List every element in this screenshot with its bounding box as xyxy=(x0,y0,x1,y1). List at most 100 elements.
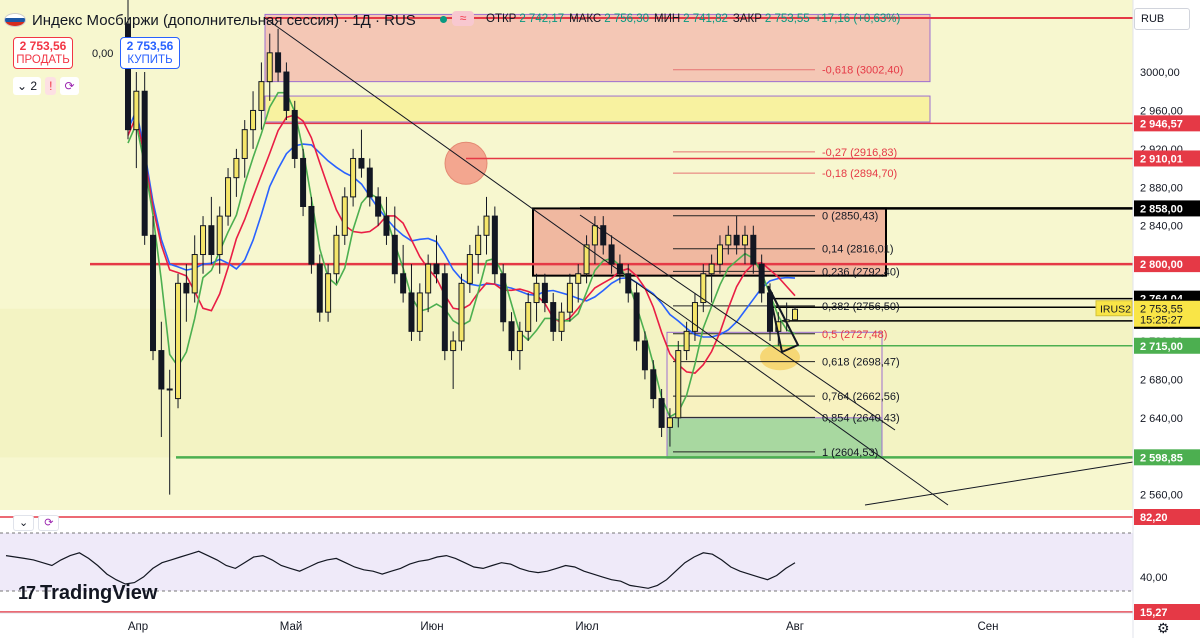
candle-body xyxy=(241,129,248,159)
candle-body xyxy=(141,90,148,236)
candle-body xyxy=(458,282,465,342)
fib-layer: -0,618 (3002,40) -0,27 (2916,83) -0,18 (28… xyxy=(673,65,903,459)
russia-flag-icon xyxy=(4,13,26,27)
sell-price: 2 753,56 xyxy=(19,39,67,53)
candle-body xyxy=(625,273,632,294)
candle-body xyxy=(366,167,373,198)
candle-body xyxy=(275,52,282,73)
high-value: 2 756,30 xyxy=(604,13,649,25)
price-badge xyxy=(1134,337,1200,354)
fib-level-label: -0,618 (3002,40) xyxy=(822,65,903,77)
price-axis[interactable]: 3000,002 960,002 920,002 880,002 840,002… xyxy=(1095,0,1200,638)
highlight-ellipse xyxy=(760,344,800,371)
candle-body xyxy=(375,196,382,217)
candle-body xyxy=(391,234,398,275)
spread-value: 0,00 xyxy=(92,48,114,60)
sync-icon[interactable]: ⟳ xyxy=(60,77,79,95)
sell-label: ПРОДАТЬ xyxy=(16,54,70,66)
candle-body xyxy=(683,330,690,352)
candle-body xyxy=(691,302,698,332)
candle-body xyxy=(591,225,598,246)
collapse-icon[interactable]: ⌄ 2 xyxy=(13,77,42,95)
price-badge-label: 2 715,00 xyxy=(1140,341,1183,353)
candle-body xyxy=(350,157,357,198)
candle-body xyxy=(258,81,265,111)
candle-body xyxy=(266,52,273,83)
alert-icon[interactable]: ! xyxy=(45,77,57,95)
rsi-sync-icon[interactable]: ⟳ xyxy=(38,515,60,531)
gear-icon[interactable]: ⚙ xyxy=(1157,620,1170,636)
candle-body xyxy=(491,215,498,275)
fib-level-label: 0,5 (2727,48) xyxy=(822,329,887,341)
low-label: МИН xyxy=(654,13,681,25)
time-tick-label: Апр xyxy=(128,621,148,633)
candle-body xyxy=(250,109,257,131)
time-tick-label: Сен xyxy=(977,621,998,633)
change-value: +17,16 (+0,63%) xyxy=(814,13,901,25)
symbol-tag xyxy=(1095,300,1133,317)
price-badge xyxy=(1134,115,1200,132)
candle-body xyxy=(475,234,482,256)
candle-body xyxy=(150,234,157,352)
candle-body xyxy=(533,282,540,304)
candle-body xyxy=(566,282,573,313)
candle-body xyxy=(733,234,740,246)
candle-body xyxy=(408,292,415,332)
candle-body xyxy=(750,234,757,265)
candle-body xyxy=(791,308,799,321)
candle-body xyxy=(433,263,440,275)
candle-body xyxy=(700,273,707,304)
candle-body xyxy=(450,340,457,352)
chart-title[interactable]: Индекс Мосбиржи (дополнительная сессия) … xyxy=(32,11,416,29)
fib-level-label: -0,18 (2894,70) xyxy=(822,168,897,180)
tradingview-mark-icon: 17 xyxy=(18,583,36,603)
fib-level-label: 0,764 (2662,56) xyxy=(822,391,900,403)
buy-button[interactable]: 2 753,56 КУПИТЬ xyxy=(120,37,180,69)
candle-body xyxy=(516,330,523,352)
candle-body xyxy=(725,234,732,246)
candle-body xyxy=(208,225,215,256)
candle-body xyxy=(466,254,473,284)
candle-body xyxy=(216,215,223,256)
candle-body xyxy=(541,282,548,304)
candle-body xyxy=(575,273,582,284)
candle-body xyxy=(300,157,307,207)
candle-body xyxy=(400,273,407,294)
price-tick-label: 2 840,00 xyxy=(1140,221,1183,233)
ohlc-readout: ОТКР 2 742,17 МАКС 2 756,30 МИН 2 741,82 ЗА… xyxy=(486,13,902,25)
time-axis[interactable]: Апр Май Июн Июл Авг Сен xyxy=(0,612,1133,633)
rsi-tick-label: 40,00 xyxy=(1140,572,1168,584)
candle-body xyxy=(666,417,673,428)
candle-body xyxy=(333,234,340,275)
candle-body xyxy=(175,282,182,400)
fib-level-label: 0 (2850,43) xyxy=(822,211,878,223)
rsi-badge-label: 15,27 xyxy=(1140,607,1168,619)
last-price-label: 2 753,55 xyxy=(1140,304,1183,316)
extended-session-icon[interactable]: ≈ xyxy=(452,11,474,26)
lower-zone xyxy=(0,308,1133,458)
sell-button[interactable]: 2 753,56 ПРОДАТЬ xyxy=(13,37,73,69)
rsi-collapse-icon[interactable]: ⌄ xyxy=(13,515,35,531)
candle-body xyxy=(641,340,648,371)
time-tick-label: Авг xyxy=(786,621,804,633)
candle-body xyxy=(425,263,432,294)
candle-body xyxy=(558,311,565,332)
rsi-badge-label: 82,20 xyxy=(1140,512,1168,524)
price-badge xyxy=(1134,150,1200,167)
candle-body xyxy=(308,205,315,265)
currency-selector[interactable]: RUB xyxy=(1134,8,1190,30)
candle-body xyxy=(758,263,765,294)
candle-body xyxy=(166,388,173,391)
candle-body xyxy=(133,90,140,131)
candle-body xyxy=(283,71,290,111)
fib-level-label: 0,618 (2698,47) xyxy=(822,357,900,369)
fib-level-label: 1 (2604,53) xyxy=(822,447,878,459)
candle-body xyxy=(158,350,165,390)
tradingview-logo[interactable]: 17 TradingView xyxy=(18,582,157,605)
market-status-icon[interactable] xyxy=(440,16,447,23)
triangle-pattern xyxy=(767,285,800,354)
price-badge xyxy=(1134,200,1200,217)
price-badge xyxy=(1134,256,1200,273)
time-tick-label: Май xyxy=(280,621,303,633)
